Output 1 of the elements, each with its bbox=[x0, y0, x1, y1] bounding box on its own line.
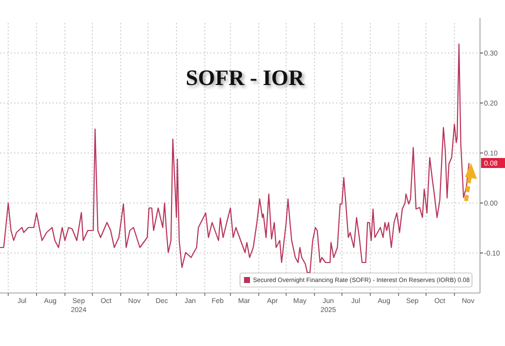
text: SOFR - IOR bbox=[186, 65, 306, 90]
